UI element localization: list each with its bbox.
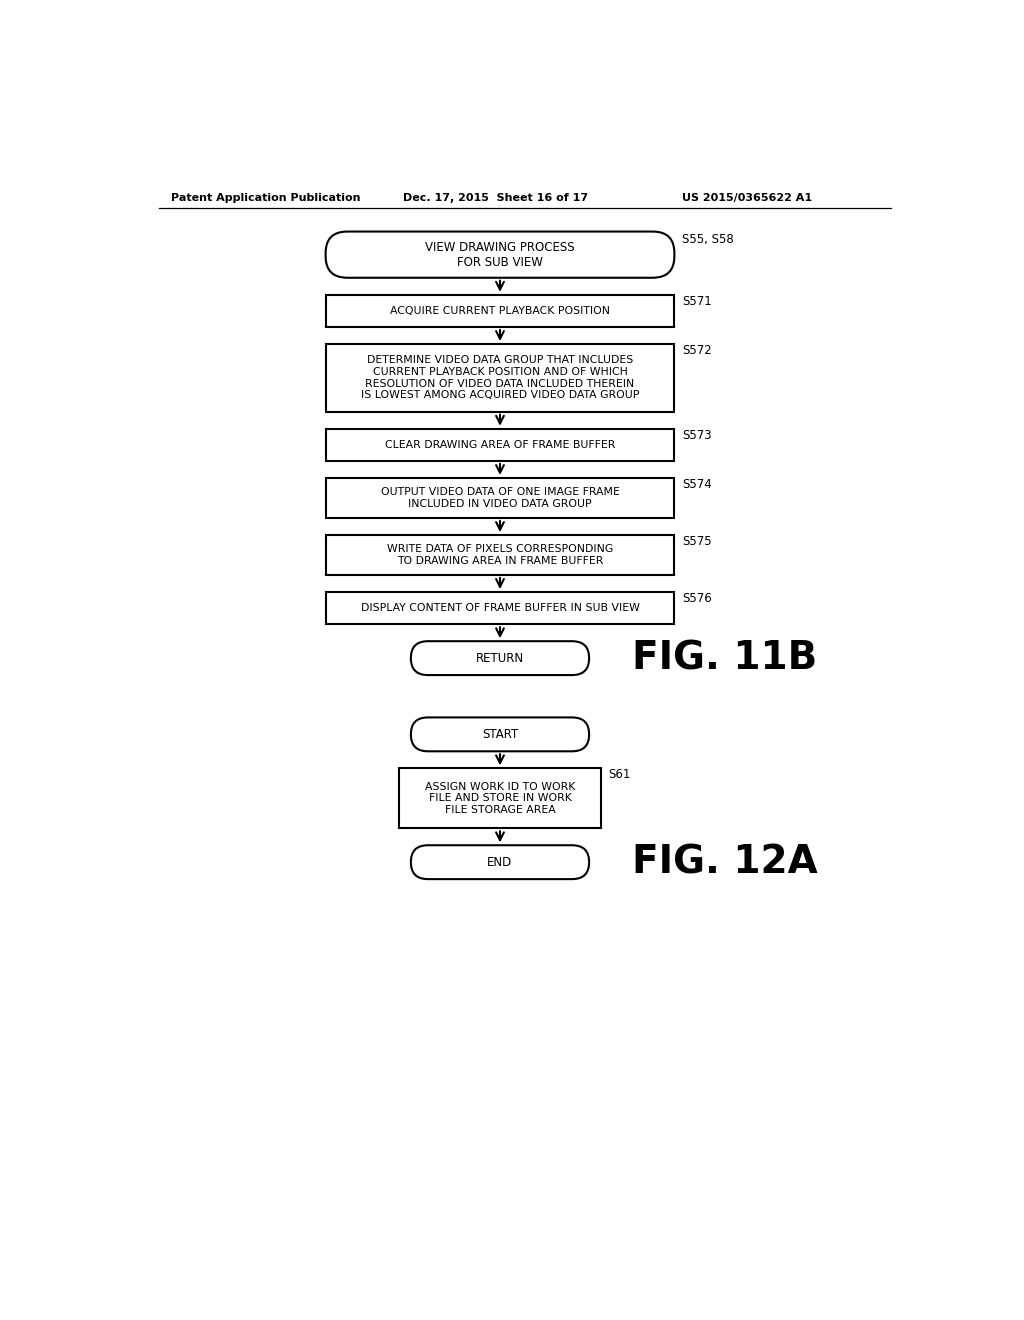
Text: S574: S574 [682, 478, 712, 491]
Text: S573: S573 [682, 429, 712, 442]
Text: VIEW DRAWING PROCESS
FOR SUB VIEW: VIEW DRAWING PROCESS FOR SUB VIEW [425, 240, 574, 269]
Text: CLEAR DRAWING AREA OF FRAME BUFFER: CLEAR DRAWING AREA OF FRAME BUFFER [385, 440, 615, 450]
Text: OUTPUT VIDEO DATA OF ONE IMAGE FRAME
INCLUDED IN VIDEO DATA GROUP: OUTPUT VIDEO DATA OF ONE IMAGE FRAME INC… [381, 487, 620, 508]
FancyBboxPatch shape [411, 845, 589, 879]
FancyBboxPatch shape [326, 478, 675, 517]
FancyBboxPatch shape [326, 231, 675, 277]
Text: DISPLAY CONTENT OF FRAME BUFFER IN SUB VIEW: DISPLAY CONTENT OF FRAME BUFFER IN SUB V… [360, 603, 639, 612]
Text: ACQUIRE CURRENT PLAYBACK POSITION: ACQUIRE CURRENT PLAYBACK POSITION [390, 306, 610, 315]
Text: ASSIGN WORK ID TO WORK
FILE AND STORE IN WORK
FILE STORAGE AREA: ASSIGN WORK ID TO WORK FILE AND STORE IN… [425, 781, 575, 814]
Text: S576: S576 [682, 591, 712, 605]
Text: Patent Application Publication: Patent Application Publication [171, 193, 360, 203]
Text: Dec. 17, 2015  Sheet 16 of 17: Dec. 17, 2015 Sheet 16 of 17 [403, 193, 588, 203]
FancyBboxPatch shape [326, 591, 675, 624]
FancyBboxPatch shape [326, 294, 675, 327]
FancyBboxPatch shape [411, 642, 589, 675]
Text: S55, S58: S55, S58 [682, 234, 734, 246]
FancyBboxPatch shape [399, 768, 601, 829]
Text: DETERMINE VIDEO DATA GROUP THAT INCLUDES
CURRENT PLAYBACK POSITION AND OF WHICH
: DETERMINE VIDEO DATA GROUP THAT INCLUDES… [360, 355, 639, 400]
FancyBboxPatch shape [326, 535, 675, 576]
Text: S575: S575 [682, 535, 712, 548]
Text: FIG. 12A: FIG. 12A [632, 843, 817, 882]
Text: FIG. 11B: FIG. 11B [632, 639, 817, 677]
FancyBboxPatch shape [326, 345, 675, 412]
Text: END: END [487, 855, 513, 869]
FancyBboxPatch shape [326, 429, 675, 461]
Text: WRITE DATA OF PIXELS CORRESPONDING
TO DRAWING AREA IN FRAME BUFFER: WRITE DATA OF PIXELS CORRESPONDING TO DR… [387, 544, 613, 566]
Text: S572: S572 [682, 345, 712, 356]
Text: RETURN: RETURN [476, 652, 524, 665]
Text: START: START [482, 727, 518, 741]
Text: S61: S61 [608, 768, 631, 781]
Text: US 2015/0365622 A1: US 2015/0365622 A1 [682, 193, 812, 203]
FancyBboxPatch shape [411, 718, 589, 751]
Text: S571: S571 [682, 294, 712, 308]
